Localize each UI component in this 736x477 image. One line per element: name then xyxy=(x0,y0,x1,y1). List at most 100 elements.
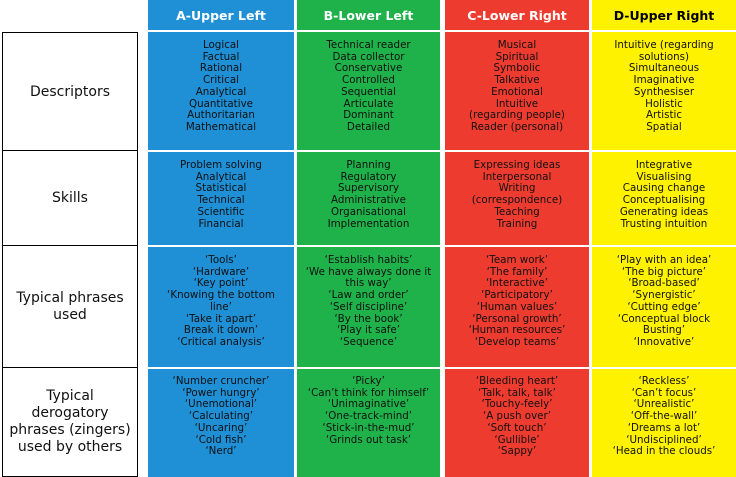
cell-line: ‘Interactive’ xyxy=(485,277,548,290)
cell-line: Rational xyxy=(199,62,243,75)
cell-line: Critical xyxy=(202,74,239,87)
cell-line: (regarding people) xyxy=(469,109,565,122)
cell-zingers-a: ‘Number cruncher’ ‘Power hungry’ ‘Unemot… xyxy=(148,375,294,458)
cell-line: Trusting intuition xyxy=(620,217,708,230)
cell-line: ‘Calculating’ xyxy=(188,410,254,423)
cell-line: Analytical xyxy=(195,85,247,98)
cell-line: Regulatory xyxy=(340,170,397,183)
cell-line: Talkative xyxy=(494,74,540,87)
cell-line: Emotional xyxy=(491,85,543,98)
cell-line: Controlled xyxy=(342,74,395,87)
column-b-background xyxy=(297,0,440,477)
cell-zingers-d: ‘Reckless’ ‘Can’t focus’ ‘Unrealistic’ ‘… xyxy=(592,375,736,458)
cell-descriptors-a: Logical Factual Rational Critical Analyt… xyxy=(148,39,294,134)
cell-line: ‘Human values’ xyxy=(476,300,558,313)
cell-zingers-c: ‘Bleeding heart’ ‘Talk, talk, talk’ ‘Tou… xyxy=(445,375,589,458)
cell-line: ‘Bleeding heart’ xyxy=(475,375,559,387)
cell-line: Dominant xyxy=(343,109,394,122)
cell-line: ‘Participatory’ xyxy=(481,289,553,302)
cell-line: Supervisory xyxy=(337,182,400,195)
cell-skills-d: Integrative Visualising Causing change C… xyxy=(592,159,736,230)
row-label-text: Typical phrases used xyxy=(16,290,124,323)
cell-skills-c: Expressing ideas Interpersonal Writing (… xyxy=(445,159,589,230)
row-label-derogatory-phrases: Typical derogatory phrases (zingers) use… xyxy=(2,367,138,477)
cell-line: Mathematical xyxy=(185,120,257,133)
cell-line: Sequential xyxy=(341,85,396,98)
cell-line: ‘Tools’ xyxy=(205,254,237,266)
cell-phrases-c: ‘Team work’ ‘The family’ ‘Interactive’ ‘… xyxy=(445,254,589,349)
cell-line: ‘Grinds out task’ xyxy=(325,433,412,446)
cell-line: ‘Team work’ xyxy=(486,254,548,266)
cell-line: ‘Knowing the bottom xyxy=(167,289,275,302)
cell-line: ‘Hardware’ xyxy=(192,265,250,278)
cell-line: line’ xyxy=(210,300,232,313)
cell-line: ‘Touchy-feely’ xyxy=(481,398,553,411)
cell-line: Quantitative xyxy=(188,97,254,110)
cell-line: ‘By the book’ xyxy=(334,312,403,325)
cell-line: ‘Take it apart’ xyxy=(185,312,257,325)
cell-line: ‘Power hungry’ xyxy=(182,386,260,399)
cell-descriptors-d: Intuitive (regarding solutions) Simultan… xyxy=(592,39,736,134)
cell-line: Reader (personal) xyxy=(470,120,564,133)
cell-skills-b: Planning Regulatory Supervisory Administ… xyxy=(297,159,440,230)
cell-line: Scientific xyxy=(197,205,245,218)
cell-line: this way’ xyxy=(345,277,392,290)
cell-line: ‘Critical analysis’ xyxy=(177,335,265,348)
cell-line: ‘Unrealistic’ xyxy=(633,398,695,411)
cell-line: ‘Undisciplined’ xyxy=(626,433,702,446)
cell-line: ‘Stick-in-the-mud’ xyxy=(322,421,415,434)
column-header-b: B-Lower Left xyxy=(323,7,414,23)
cell-line: Simultaneous xyxy=(628,62,700,75)
row-label-text: Skills xyxy=(52,190,88,206)
cell-line: Authoritarian xyxy=(187,109,255,122)
cell-line: Artistic xyxy=(645,109,683,122)
cell-line: ‘One-track-mind’ xyxy=(324,410,413,423)
cell-skills-a: Problem solving Analytical Statistical T… xyxy=(148,159,294,230)
cell-line: ‘Innovative’ xyxy=(633,335,695,348)
cell-line: ‘Law and order’ xyxy=(328,289,409,302)
cell-line: Spatial xyxy=(646,120,682,133)
cell-line: Data collector xyxy=(332,50,405,63)
column-c-background xyxy=(445,0,589,477)
cell-line: ‘Cutting edge’ xyxy=(627,300,701,313)
cell-line: Conservative xyxy=(334,62,403,75)
cell-line: ‘The big picture’ xyxy=(621,265,707,278)
cell-line: ‘Can’t think for himself’ xyxy=(307,386,430,399)
cell-line: Statistical xyxy=(195,182,247,195)
cell-line: ‘Number cruncher’ xyxy=(172,375,270,387)
cell-line: ‘The family’ xyxy=(486,265,548,278)
cell-line: ‘We have always done it xyxy=(305,265,432,278)
cell-line: ‘Broad-based’ xyxy=(628,277,700,290)
cell-line: ‘Reckless’ xyxy=(638,375,690,387)
cell-line: ‘Play with an idea’ xyxy=(616,254,712,266)
cell-line: ‘Can’t focus’ xyxy=(631,386,697,399)
cell-line: Detailed xyxy=(346,120,391,133)
cell-line: Problem solving xyxy=(180,159,262,171)
cell-phrases-a: ‘Tools’ ‘Hardware’ ‘Key point’ ‘Knowing … xyxy=(148,254,294,349)
cell-line: solutions) xyxy=(638,50,690,63)
cell-line: Implementation xyxy=(327,217,410,230)
cell-line: ‘Sappy’ xyxy=(497,445,537,458)
cell-line: ‘Sequence’ xyxy=(339,335,398,348)
cell-line: Symbolic xyxy=(493,62,541,75)
row-divider xyxy=(148,367,736,369)
cell-line: Writing xyxy=(498,182,536,195)
cell-line: Administrative xyxy=(331,194,406,207)
cell-line: Busting’ xyxy=(642,324,686,337)
cell-line: ‘Cold fish’ xyxy=(195,433,247,446)
cell-line: Visualising xyxy=(636,170,692,183)
cell-line: ‘Uncaring’ xyxy=(194,421,248,434)
cell-line: ‘Human resources’ xyxy=(468,324,566,337)
cell-line: Articulate xyxy=(343,97,394,110)
cell-descriptors-b: Technical reader Data collector Conserva… xyxy=(297,39,440,134)
cell-line: ‘Synergistic’ xyxy=(632,289,696,302)
header-divider xyxy=(148,30,736,32)
cell-line: Conceptualising xyxy=(622,194,706,207)
cell-line: ‘Conceptual block xyxy=(617,312,711,325)
cell-line: Financial xyxy=(198,217,244,230)
row-divider xyxy=(148,150,736,152)
cell-line: Generating ideas xyxy=(619,205,709,218)
column-header-a: A-Upper Left xyxy=(176,7,266,23)
cell-line: ‘Soft touch’ xyxy=(487,421,547,434)
cell-line: ‘Gullible’ xyxy=(494,433,540,446)
